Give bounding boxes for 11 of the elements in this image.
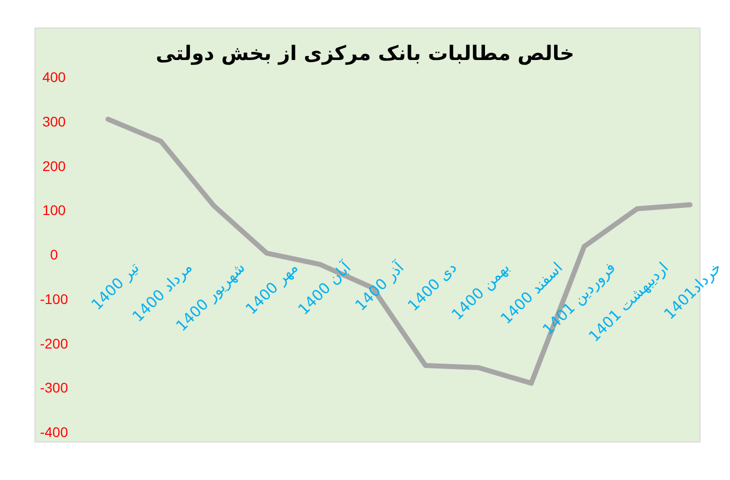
y-tick-label: -300 (40, 380, 68, 396)
y-tick-label: -100 (40, 290, 68, 307)
y-tick-label: -200 (40, 335, 68, 352)
x-tick-label: آذر 1400 (350, 257, 408, 314)
y-tick-label: 300 (42, 113, 66, 130)
y-tick-label: -400 (40, 424, 68, 440)
chart-title: خالص مطالبات بانک مرکزی از بخش دولتی (156, 41, 574, 65)
y-tick-label: 100 (42, 202, 66, 218)
y-tick-label: 200 (42, 158, 66, 174)
y-tick-label: 0 (50, 246, 58, 262)
y-tick-label: 400 (42, 69, 66, 85)
